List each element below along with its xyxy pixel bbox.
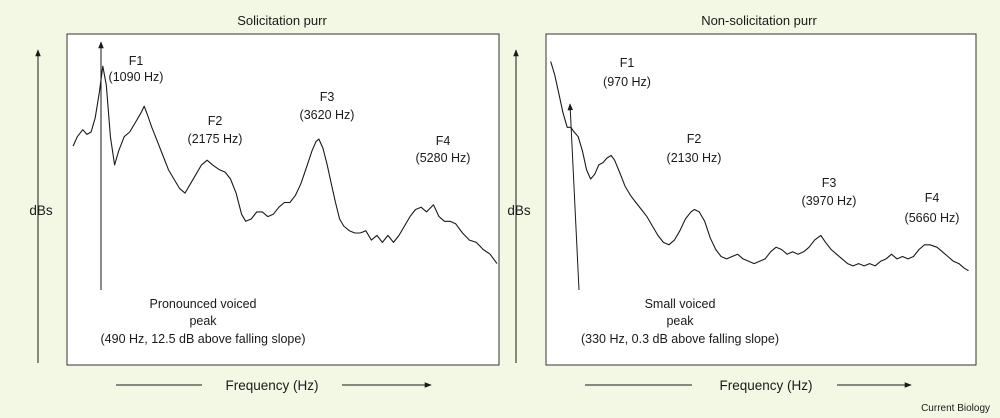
formant-label-f2: F2 (2175 Hz) <box>188 114 243 146</box>
formant-label-f1: F1 (1090 Hz) <box>109 54 164 84</box>
chart-title: Solicitation purr <box>237 13 327 28</box>
formant-label-f2: F2 (2130 Hz) <box>667 132 722 165</box>
journal-credit: Current Biology <box>921 403 990 414</box>
note-line: Small voiced <box>645 297 716 311</box>
note-line: peak <box>666 314 694 328</box>
y-axis-label: dBs <box>507 203 531 218</box>
formant-name: F2 <box>208 114 223 128</box>
formant-value: (3620 Hz) <box>300 108 355 122</box>
spectrum-line <box>72 65 498 264</box>
note-line: (490 Hz, 12.5 dB above falling slope) <box>101 332 306 346</box>
spectrum-line <box>550 61 969 272</box>
voiced-peak-note: Small voiced peak (330 Hz, 0.3 dB above … <box>581 297 779 346</box>
formant-label-f3: F3 (3620 Hz) <box>300 90 355 122</box>
note-line: peak <box>189 314 217 328</box>
formant-label-f3: F3 (3970 Hz) <box>802 176 857 208</box>
formant-name: F3 <box>822 176 837 190</box>
x-axis-label: Frequency (Hz) <box>225 378 318 393</box>
y-axis-label: dBs <box>29 203 53 218</box>
formant-value: (3970 Hz) <box>802 194 857 208</box>
formant-name: F1 <box>129 54 144 68</box>
formant-name: F1 <box>620 56 635 70</box>
plot-area <box>545 33 977 366</box>
formant-name: F3 <box>320 90 335 104</box>
x-axis-label: Frequency (Hz) <box>719 378 812 393</box>
voiced-peak-arrow <box>567 103 580 291</box>
formant-value: (5660 Hz) <box>905 211 960 225</box>
formant-name: F4 <box>925 191 940 205</box>
formant-label-f1: F1 (970 Hz) <box>603 56 651 89</box>
formant-value: (5280 Hz) <box>416 151 471 165</box>
formant-value: (2130 Hz) <box>667 151 722 165</box>
chart-solicitation: Solicitation purr F1 (1090 Hz) F2 (2175 … <box>29 13 500 393</box>
formant-value: (1090 Hz) <box>109 70 164 84</box>
plot-area <box>66 33 500 366</box>
voiced-peak-note: Pronounced voiced peak (490 Hz, 12.5 dB … <box>101 297 306 346</box>
formant-name: F4 <box>436 134 451 148</box>
formant-label-f4: F4 (5280 Hz) <box>416 134 471 165</box>
chart-non-solicitation: Non-solicitation purr F1 (970 Hz) F2 (21… <box>507 13 977 393</box>
formant-value: (2175 Hz) <box>188 132 243 146</box>
formant-label-f4: F4 (5660 Hz) <box>905 191 960 225</box>
note-line: Pronounced voiced <box>149 297 256 311</box>
chart-title: Non-solicitation purr <box>701 13 817 28</box>
note-line: (330 Hz, 0.3 dB above falling slope) <box>581 332 779 346</box>
formant-value: (970 Hz) <box>603 75 651 89</box>
formant-name: F2 <box>687 132 702 146</box>
